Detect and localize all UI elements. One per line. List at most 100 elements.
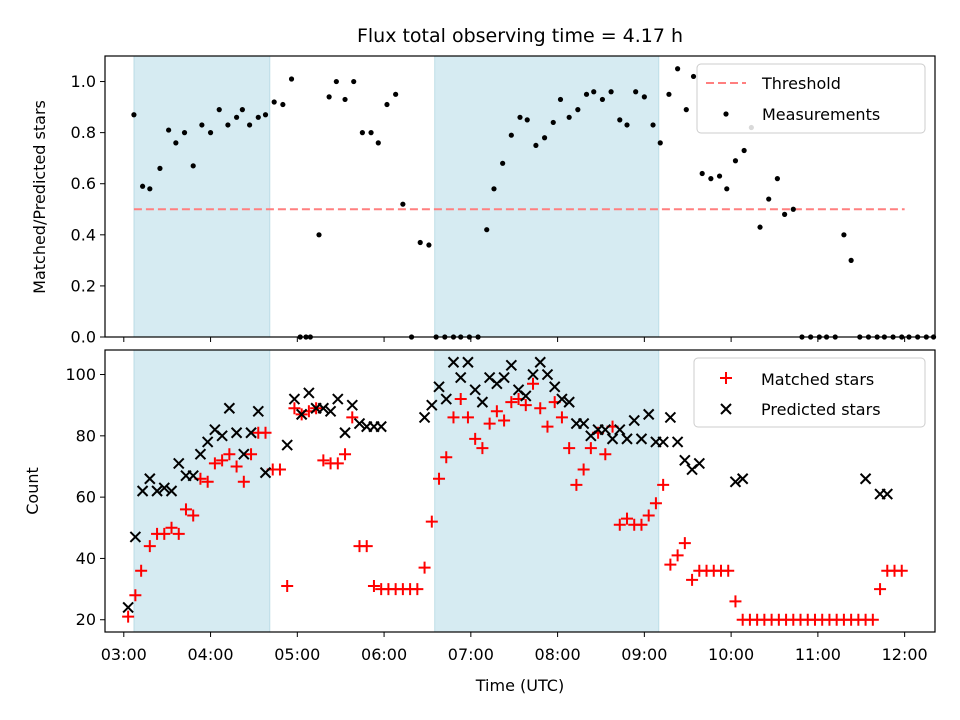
predicted-star-marker-48 bbox=[520, 390, 532, 402]
measurement-point-2 bbox=[147, 186, 153, 192]
x-tick-label-7: 10:00 bbox=[708, 645, 754, 664]
measurement-point-47 bbox=[517, 114, 523, 120]
predicted-star-marker-45 bbox=[498, 371, 510, 384]
matched-star-marker-12 bbox=[208, 457, 221, 470]
predicted-star-marker-34 bbox=[418, 411, 431, 424]
matched-star-marker-64 bbox=[584, 442, 597, 455]
measurement-point-17 bbox=[271, 99, 277, 105]
top-y-axis-label: Matched/Predicted stars bbox=[30, 100, 49, 294]
matched-star-marker-8 bbox=[179, 503, 192, 516]
matched-star-marker-49 bbox=[476, 442, 489, 455]
matched-star-marker-84 bbox=[729, 595, 742, 608]
measurement-point-54 bbox=[575, 107, 581, 113]
bottom-x-ticks: 03:00 04:00 05:00 06:00 07:00 08:00 09:00 10:00… bbox=[101, 632, 928, 664]
predicted-star-marker-4 bbox=[151, 485, 163, 497]
predicted-star-markers bbox=[122, 356, 893, 614]
matched-star-marker-31 bbox=[346, 411, 359, 424]
matched-star-marker-69 bbox=[621, 512, 634, 525]
measurement-point-77 bbox=[766, 196, 772, 202]
predicted-star-marker-18 bbox=[252, 405, 264, 418]
measurement-point-3 bbox=[157, 165, 163, 171]
matched-star-marker-34 bbox=[367, 580, 380, 593]
measurement-point-65 bbox=[666, 91, 672, 97]
measurement-point-49 bbox=[533, 142, 539, 149]
measurement-point-44 bbox=[491, 186, 497, 192]
matched-star-marker-107 bbox=[895, 564, 908, 577]
matched-star-marker-78 bbox=[686, 573, 699, 586]
matched-star-marker-9 bbox=[187, 509, 200, 522]
measurement-point-15 bbox=[255, 114, 261, 120]
measurement-point-68 bbox=[690, 73, 697, 80]
measurement-point-62 bbox=[641, 94, 647, 100]
measurement-point-10 bbox=[216, 107, 222, 113]
matched-star-marker-76 bbox=[671, 549, 684, 562]
measurement-point-45 bbox=[500, 160, 506, 166]
matched-star-marker-21 bbox=[273, 463, 286, 476]
matched-star-marker-5 bbox=[158, 527, 171, 540]
predicted-star-marker-62 bbox=[621, 433, 633, 445]
predicted-star-marker-53 bbox=[556, 393, 568, 405]
measurement-point-51 bbox=[550, 119, 556, 126]
matched-star-marker-7 bbox=[172, 527, 185, 540]
predicted-star-marker-23 bbox=[303, 387, 315, 399]
bottom-y-tick-label-0: 20 bbox=[76, 610, 96, 629]
matched-star-marker-16 bbox=[237, 475, 250, 488]
bottom-y-ticks: 20 40 60 80 100 bbox=[65, 365, 105, 629]
x-tick-label-4: 07:00 bbox=[448, 645, 494, 664]
predicted-star-marker-20 bbox=[281, 439, 293, 451]
predicted-star-marker-6 bbox=[165, 485, 178, 497]
predicted-star-marker-67 bbox=[657, 436, 669, 448]
predicted-star-marker-64 bbox=[635, 433, 648, 445]
predicted-star-marker-69 bbox=[671, 436, 684, 448]
predicted-star-marker-9 bbox=[187, 469, 199, 482]
top-x-ticks bbox=[123, 337, 906, 342]
measurement-point-5 bbox=[173, 140, 179, 146]
measurement-point-58 bbox=[608, 89, 614, 95]
measurement-point-12 bbox=[233, 114, 240, 120]
measurement-point-72 bbox=[724, 186, 730, 192]
predicted-star-marker-19 bbox=[259, 466, 272, 479]
predicted-star-marker-70 bbox=[679, 454, 691, 467]
predicted-star-marker-0 bbox=[122, 601, 134, 614]
predicted-star-marker-38 bbox=[447, 356, 460, 368]
matched-star-marker-47 bbox=[461, 411, 474, 424]
matched-star-marker-6 bbox=[165, 521, 178, 534]
x-tick-label-8: 11:00 bbox=[795, 645, 841, 664]
bottom-legend: Matched stars Predicted stars bbox=[693, 357, 926, 428]
predicted-star-marker-16 bbox=[238, 448, 250, 460]
measurement-point-32 bbox=[393, 91, 399, 97]
predicted-star-marker-50 bbox=[534, 356, 546, 368]
measurement-point-57 bbox=[599, 96, 606, 103]
matched-star-marker-68 bbox=[613, 518, 626, 531]
legend-predicted-label: Predicted stars bbox=[761, 400, 881, 419]
bottom-y-tick-label-1: 40 bbox=[76, 549, 96, 568]
matched-star-marker-66 bbox=[599, 448, 612, 461]
measurement-point-35 bbox=[417, 239, 423, 246]
matched-star-marker-62 bbox=[570, 478, 583, 491]
measurement-point-48 bbox=[524, 117, 530, 123]
predicted-star-marker-75 bbox=[859, 473, 872, 485]
measurement-point-9 bbox=[207, 130, 214, 136]
measurement-point-26 bbox=[342, 96, 348, 103]
predicted-star-marker-68 bbox=[664, 411, 677, 424]
top-panel: 0.0 0.2 0.4 0.6 0.8 1.0 Matched/Predicted sta… bbox=[30, 55, 937, 347]
x-tick-label-5: 08:00 bbox=[535, 645, 581, 664]
predicted-star-marker-21 bbox=[288, 393, 301, 405]
measurement-point-66 bbox=[675, 66, 681, 72]
measurement-point-76 bbox=[757, 224, 763, 230]
predicted-star-marker-27 bbox=[332, 393, 344, 405]
matched-star-marker-13 bbox=[216, 454, 229, 467]
matched-star-marker-40 bbox=[411, 583, 424, 596]
matched-star-marker-2 bbox=[135, 564, 148, 577]
measurement-point-11 bbox=[225, 122, 231, 128]
top-legend-box bbox=[696, 63, 926, 134]
predicted-star-marker-73 bbox=[729, 476, 742, 488]
measurement-point-79 bbox=[782, 211, 788, 217]
measurement-point-6 bbox=[181, 130, 188, 136]
measurement-point-30 bbox=[375, 140, 381, 146]
predicted-star-marker-72 bbox=[693, 457, 706, 470]
measurement-point-27 bbox=[351, 78, 357, 85]
predicted-star-marker-36 bbox=[433, 381, 445, 393]
predicted-star-marker-39 bbox=[455, 371, 467, 384]
